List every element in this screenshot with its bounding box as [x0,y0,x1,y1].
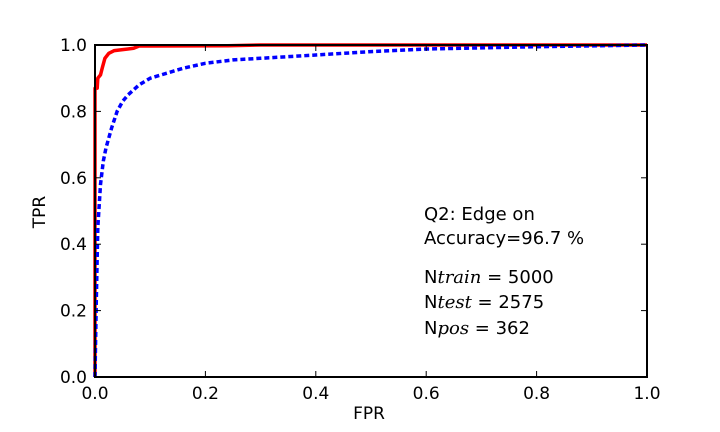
y-tick-label: 1.0 [60,36,87,56]
ntrain-prefix: N [424,267,437,288]
roc-series-2-line [93,43,648,378]
annotation-accuracy: Accuracy=96.7 % [424,228,584,249]
ticks-layer: 0.0 0.2 0.4 0.6 0.8 1.0 0.0 0.2 0.4 0.6 0.8 1.0 [60,36,661,404]
annotation-ntrain: Ntrain = 5000 [424,267,554,288]
ntrain-subscript: train [437,267,481,288]
x-tick-label: 0.8 [523,384,550,404]
y-axis-label: TPR [30,196,50,230]
annotation-npos: Npos = 362 [424,318,530,339]
npos-prefix: N [424,318,437,339]
y-tick-label: 0.2 [60,302,87,322]
annotation-block: Q2: Edge on Accuracy=96.7 % Ntrain = 500… [424,204,584,339]
x-tick-label: 0.6 [413,384,440,404]
x-axis-label: FPR [353,404,385,424]
annotation-ntest: Ntest = 2575 [424,292,544,313]
y-tick-label: 0.6 [60,169,87,189]
ntest-prefix: N [424,292,437,313]
ntest-value: = 2575 [472,292,544,313]
npos-value: = 362 [469,318,530,339]
ntest-subscript: test [437,292,472,313]
x-tick-label: 0.4 [302,384,329,404]
y-tick-label: 0.4 [60,235,87,255]
y-tick-label: 0.0 [60,368,87,388]
x-tick-label: 0.2 [192,384,219,404]
ntrain-value: = 5000 [481,267,553,288]
plot-frame [94,44,648,378]
x-tick-label: 0.0 [81,384,108,404]
y-tick-label: 0.8 [60,102,87,122]
x-tick-label: 1.0 [633,384,660,404]
npos-subscript: pos [437,318,469,339]
annotation-title: Q2: Edge on [424,204,535,225]
